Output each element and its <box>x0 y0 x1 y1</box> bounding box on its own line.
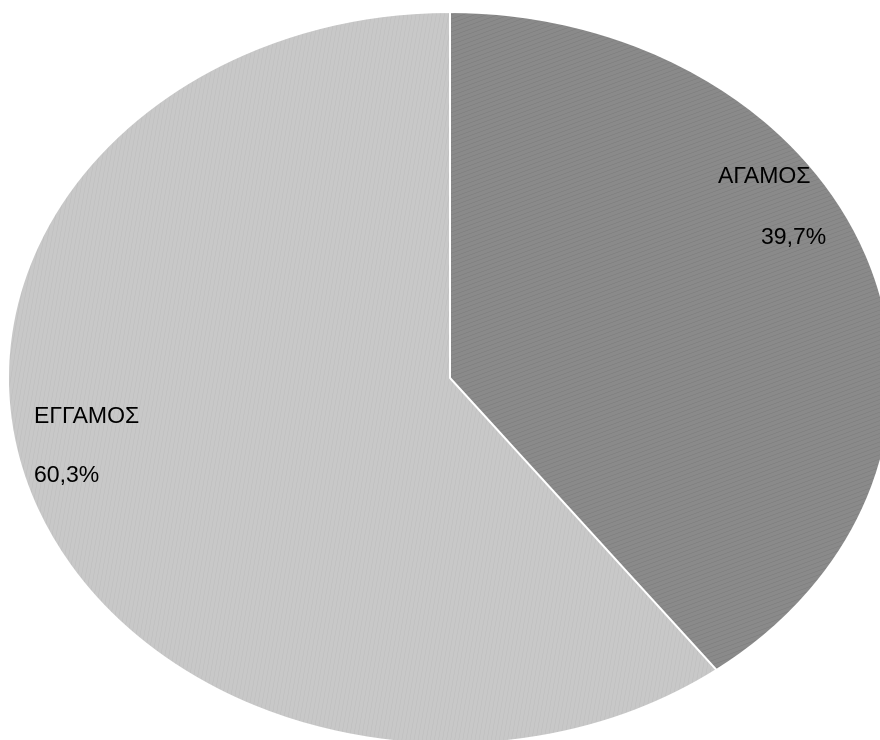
pie-slices <box>7 10 880 740</box>
slice-label-agamos: ΑΓΑΜΟΣ 39,7% <box>718 162 826 249</box>
slice-label-eggamos: ΕΓΓΑΜΟΣ 60,3% <box>34 402 139 487</box>
slice-percent-eggamos: 60,3% <box>34 461 99 487</box>
slice-name-agamos: ΑΓΑΜΟΣ <box>718 162 811 188</box>
slice-name-eggamos: ΕΓΓΑΜΟΣ <box>34 402 139 428</box>
pie-slice-agamos <box>449 10 880 672</box>
pie-slice-eggamos <box>7 10 719 740</box>
slice-percent-agamos: 39,7% <box>761 223 826 249</box>
